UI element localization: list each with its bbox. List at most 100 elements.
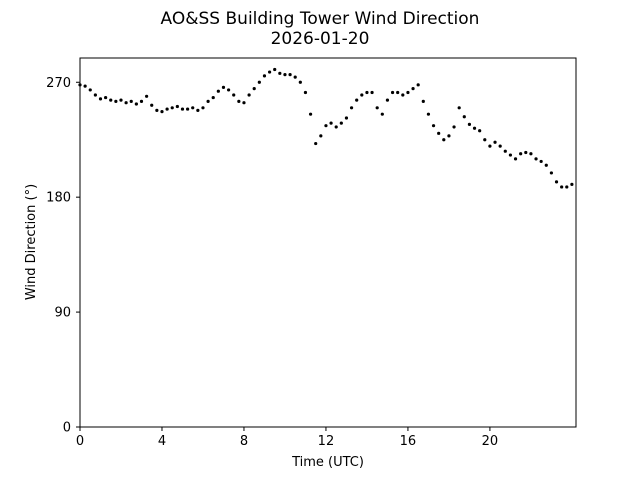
data-point xyxy=(519,152,523,156)
data-point xyxy=(124,101,128,105)
y-tick-label: 270 xyxy=(46,76,71,91)
data-point xyxy=(565,185,569,189)
data-point xyxy=(467,122,472,126)
data-point xyxy=(426,112,431,116)
data-point xyxy=(180,107,185,111)
data-point xyxy=(457,106,461,110)
data-point xyxy=(493,140,497,144)
data-point xyxy=(508,153,513,157)
data-point xyxy=(232,93,236,97)
x-tick-label: 12 xyxy=(318,434,335,449)
data-point xyxy=(175,104,179,109)
data-point xyxy=(421,99,425,104)
data-point xyxy=(293,75,297,79)
data-point xyxy=(298,80,302,84)
data-point xyxy=(134,102,138,106)
plot-frame xyxy=(79,57,577,428)
data-point xyxy=(570,182,574,187)
data-point xyxy=(488,144,492,148)
data-point xyxy=(437,131,441,135)
data-point xyxy=(431,124,436,128)
data-point xyxy=(262,74,267,78)
data-point xyxy=(114,99,118,104)
data-points xyxy=(78,67,574,189)
data-point xyxy=(360,93,364,97)
data-point xyxy=(221,85,226,89)
x-tick-label: 8 xyxy=(240,434,248,449)
data-point xyxy=(278,71,282,75)
data-point xyxy=(385,98,390,102)
data-point xyxy=(211,95,215,100)
data-point xyxy=(375,106,379,110)
y-tick-label: 90 xyxy=(54,306,71,321)
data-point xyxy=(139,99,144,104)
data-point xyxy=(452,125,456,129)
data-point xyxy=(406,90,410,95)
data-point xyxy=(462,115,466,119)
data-point xyxy=(129,99,133,104)
data-point xyxy=(196,108,200,112)
data-point xyxy=(549,171,554,175)
data-point xyxy=(119,98,123,102)
data-point xyxy=(83,84,87,88)
y-tick-label: 0 xyxy=(63,421,71,436)
x-tick-label: 0 xyxy=(76,434,84,449)
data-point xyxy=(344,116,349,120)
data-point xyxy=(524,150,528,155)
data-point xyxy=(242,101,246,105)
data-point xyxy=(401,93,405,97)
data-point xyxy=(529,152,533,156)
data-point xyxy=(370,90,374,95)
data-point xyxy=(390,90,395,95)
data-point xyxy=(513,157,518,161)
y-tick-label: 180 xyxy=(46,191,71,206)
data-point xyxy=(109,98,113,102)
data-point xyxy=(267,70,272,74)
data-point xyxy=(201,106,205,110)
x-tick-label: 4 xyxy=(158,434,166,449)
data-point xyxy=(247,93,251,97)
data-point xyxy=(472,126,477,130)
data-point xyxy=(226,88,231,92)
x-tick-label: 16 xyxy=(400,434,417,449)
data-point xyxy=(539,159,543,164)
data-point xyxy=(334,125,338,129)
data-point xyxy=(380,112,384,116)
data-point xyxy=(98,97,103,101)
data-point xyxy=(365,90,369,95)
data-point xyxy=(206,99,210,104)
data-point xyxy=(155,108,159,112)
data-point xyxy=(534,157,538,161)
data-point xyxy=(319,134,323,138)
data-point xyxy=(288,72,292,77)
data-point xyxy=(237,99,241,104)
data-point xyxy=(303,90,308,95)
data-point xyxy=(498,144,502,148)
data-point xyxy=(257,80,261,84)
data-point xyxy=(93,93,97,97)
y-axis-ticks: 0 90 180 270 xyxy=(46,76,80,436)
data-point xyxy=(447,134,451,138)
data-point xyxy=(544,163,548,167)
data-point xyxy=(329,121,333,125)
data-point xyxy=(308,112,313,116)
data-point xyxy=(442,138,446,142)
chart-title: AO&SS Building Tower Wind Direction xyxy=(161,9,480,29)
data-point xyxy=(216,89,220,93)
data-point xyxy=(554,180,559,184)
data-point xyxy=(324,124,328,128)
data-point xyxy=(191,106,195,110)
data-point xyxy=(416,83,420,87)
data-point xyxy=(283,72,287,77)
data-point xyxy=(349,106,354,110)
data-point xyxy=(104,95,108,100)
y-axis-label: Wind Direction (°) xyxy=(24,184,39,300)
x-axis-label: Time (UTC) xyxy=(291,455,364,470)
data-point xyxy=(503,149,507,153)
data-point xyxy=(314,141,318,146)
x-axis-ticks: 0 4 8 12 16 20 xyxy=(76,427,498,449)
data-point xyxy=(160,110,164,114)
data-point xyxy=(339,121,343,125)
data-point xyxy=(165,107,169,111)
